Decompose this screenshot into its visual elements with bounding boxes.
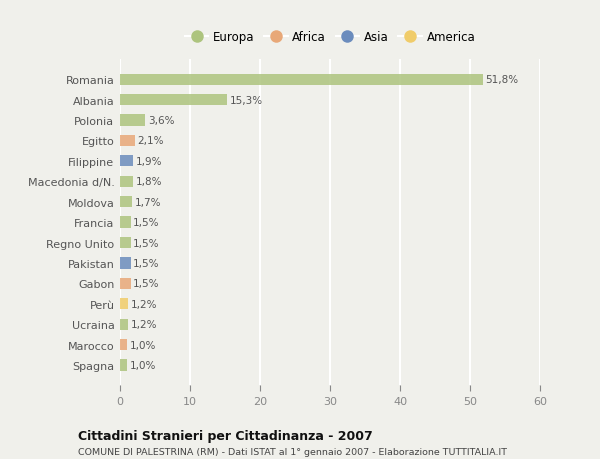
Text: 1,2%: 1,2% bbox=[131, 319, 158, 330]
Bar bbox=[120, 95, 227, 106]
Text: 1,5%: 1,5% bbox=[133, 258, 160, 269]
Bar bbox=[120, 135, 134, 147]
Text: 3,6%: 3,6% bbox=[148, 116, 175, 126]
Text: 51,8%: 51,8% bbox=[485, 75, 518, 85]
Bar bbox=[120, 258, 131, 269]
Text: 1,5%: 1,5% bbox=[133, 238, 160, 248]
Bar bbox=[120, 278, 131, 289]
Bar bbox=[120, 115, 145, 126]
Bar bbox=[120, 196, 132, 208]
Text: 1,0%: 1,0% bbox=[130, 340, 156, 350]
Legend: Europa, Africa, Asia, America: Europa, Africa, Asia, America bbox=[180, 27, 480, 49]
Bar bbox=[120, 298, 128, 310]
Text: 1,5%: 1,5% bbox=[133, 218, 160, 228]
Text: 1,8%: 1,8% bbox=[136, 177, 162, 187]
Bar bbox=[120, 217, 131, 228]
Bar bbox=[120, 237, 131, 249]
Bar bbox=[120, 339, 127, 350]
Bar bbox=[120, 319, 128, 330]
Text: 1,7%: 1,7% bbox=[134, 197, 161, 207]
Text: 1,2%: 1,2% bbox=[131, 299, 158, 309]
Text: 2,1%: 2,1% bbox=[137, 136, 164, 146]
Text: Cittadini Stranieri per Cittadinanza - 2007: Cittadini Stranieri per Cittadinanza - 2… bbox=[78, 429, 373, 442]
Text: 1,9%: 1,9% bbox=[136, 157, 163, 167]
Bar bbox=[120, 74, 482, 86]
Text: 15,3%: 15,3% bbox=[230, 95, 263, 106]
Bar bbox=[120, 176, 133, 187]
Bar bbox=[120, 359, 127, 371]
Bar bbox=[120, 156, 133, 167]
Text: 1,5%: 1,5% bbox=[133, 279, 160, 289]
Text: 1,0%: 1,0% bbox=[130, 360, 156, 370]
Text: COMUNE DI PALESTRINA (RM) - Dati ISTAT al 1° gennaio 2007 - Elaborazione TUTTITA: COMUNE DI PALESTRINA (RM) - Dati ISTAT a… bbox=[78, 448, 507, 457]
